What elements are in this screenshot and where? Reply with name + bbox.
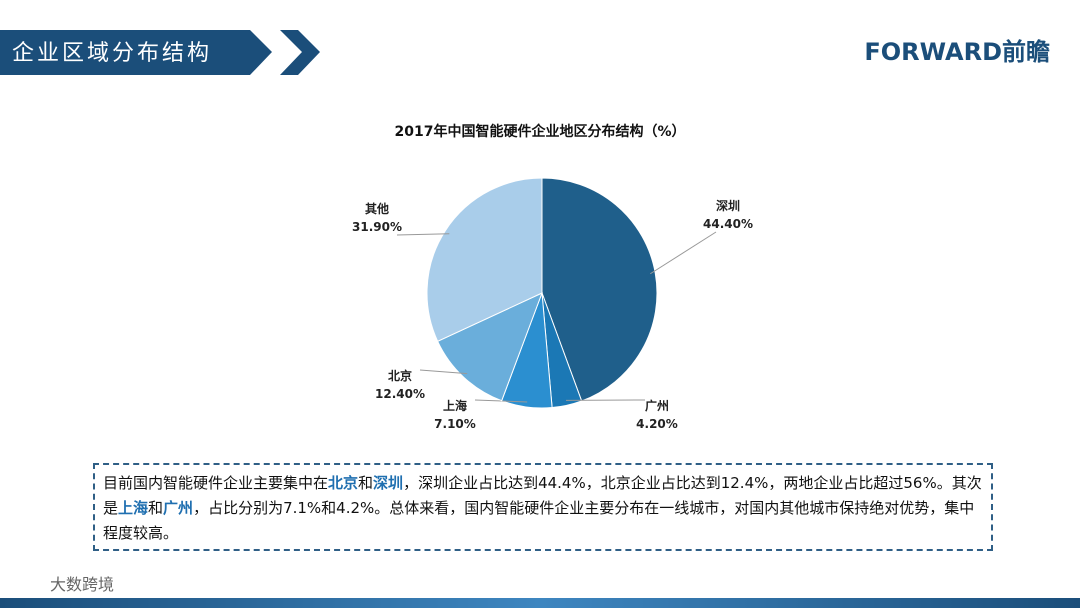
slice-label: 深圳 <box>716 198 740 213</box>
footer-mark: 大数跨境 <box>50 575 114 594</box>
slice-label: 广州 <box>645 398 669 413</box>
slice-label: 其他 <box>365 201 389 216</box>
pie-slice <box>426 177 543 342</box>
slice-label: 上海 <box>443 398 467 413</box>
value-label: 4.20% <box>636 417 678 431</box>
highlight-text: 北京 <box>328 474 359 492</box>
description-box: 目前国内智能硬件企业主要集中在北京和深圳，深圳企业占比达到44.4%，北京企业占… <box>93 463 993 551</box>
description-text: 和 <box>148 499 164 517</box>
value-label: 7.10% <box>434 417 476 431</box>
leader-line <box>650 231 717 275</box>
slice-label: 北京 <box>388 368 412 383</box>
description-text: 和 <box>358 474 374 492</box>
pie-slice <box>541 177 658 402</box>
logo: FORWARD前瞻 <box>864 38 1050 66</box>
value-label: 12.40% <box>375 387 425 401</box>
footer-bar <box>0 598 1080 608</box>
highlight-text: 广州 <box>163 499 194 517</box>
header-chevron <box>280 30 320 75</box>
description-text: ，深圳企业占比达到44.4%，北京企业占比达到12.4%，两地企业占比超过56%… <box>103 474 982 517</box>
value-label: 31.90% <box>352 220 402 234</box>
leader-line <box>396 233 450 236</box>
header-bar <box>0 30 272 75</box>
description-text: ，占比分别为7.1%和4.2%。总体来看，国内智能硬件企业主要分布在一线城市，对… <box>103 499 975 542</box>
value-label: 44.40% <box>703 217 753 231</box>
highlight-text: 深圳 <box>373 474 404 492</box>
highlight-text: 上海 <box>118 499 149 517</box>
header-title: 企业区域分布结构 <box>12 41 212 66</box>
chart-title: 2017年中国智能硬件企业地区分布结构（%） <box>395 123 686 140</box>
description-text: 目前国内智能硬件企业主要集中在 <box>103 474 329 492</box>
leader-line <box>419 369 468 375</box>
